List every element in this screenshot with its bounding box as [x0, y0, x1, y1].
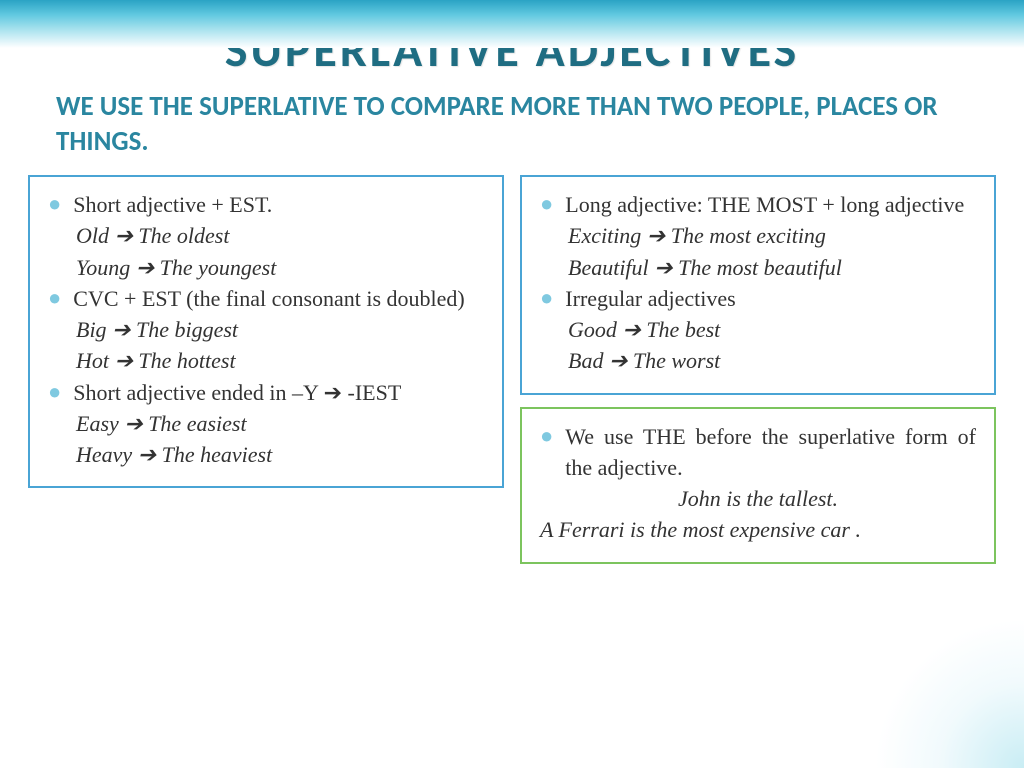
rule-long-most: ● Long adjective: THE MOST + long adject… [540, 189, 976, 220]
example-young: Young ➔ The youngest [48, 252, 484, 283]
rule-text: Short adjective ended in –Y ➔ -IEST [73, 377, 484, 408]
rule-irregular: ● Irregular adjectives [540, 283, 976, 314]
rule-short-est: ● Short adjective + EST. [48, 189, 484, 220]
example-john-tallest: John is the tallest. [540, 483, 976, 514]
rule-cvc-est: ● CVC + EST (the final consonant is doub… [48, 283, 484, 314]
example-heavy: Heavy ➔ The heaviest [48, 439, 484, 470]
corner-accent [874, 618, 1024, 768]
top-banner [0, 0, 1024, 48]
rule-text: Long adjective: THE MOST + long adjectiv… [565, 189, 976, 220]
example-good: Good ➔ The best [540, 314, 976, 345]
rule-y-iest: ● Short adjective ended in –Y ➔ -IEST [48, 377, 484, 408]
rule-use-the: ● We use THE before the superlative form… [540, 421, 976, 483]
left-column: ● Short adjective + EST. Old ➔ The oldes… [28, 175, 504, 563]
rule-text: Irregular adjectives [565, 283, 976, 314]
example-bad: Bad ➔ The worst [540, 345, 976, 376]
bullet-icon: ● [48, 377, 61, 408]
bullet-icon: ● [48, 283, 61, 314]
bullet-icon: ● [48, 189, 61, 220]
short-adjectives-box: ● Short adjective + EST. Old ➔ The oldes… [28, 175, 504, 488]
right-column: ● Long adjective: THE MOST + long adject… [520, 175, 996, 563]
subtitle-text: We use the superlative to compare more t… [0, 79, 1024, 175]
bullet-icon: ● [540, 189, 553, 220]
example-exciting: Exciting ➔ The most exciting [540, 220, 976, 251]
long-irregular-box: ● Long adjective: THE MOST + long adject… [520, 175, 996, 394]
rule-text: Short adjective + EST. [73, 189, 484, 220]
the-usage-box: ● We use THE before the superlative form… [520, 407, 996, 564]
bullet-icon: ● [540, 283, 553, 314]
rule-text: We use THE before the superlative form o… [565, 421, 976, 483]
example-big: Big ➔ The biggest [48, 314, 484, 345]
example-easy: Easy ➔ The easiest [48, 408, 484, 439]
example-ferrari: A Ferrari is the most expensive car . [540, 514, 976, 545]
content-columns: ● Short adjective + EST. Old ➔ The oldes… [0, 175, 1024, 563]
example-hot: Hot ➔ The hottest [48, 345, 484, 376]
bullet-icon: ● [540, 421, 553, 452]
example-beautiful: Beautiful ➔ The most beautiful [540, 252, 976, 283]
rule-text: CVC + EST (the final consonant is double… [73, 283, 484, 314]
example-old: Old ➔ The oldest [48, 220, 484, 251]
